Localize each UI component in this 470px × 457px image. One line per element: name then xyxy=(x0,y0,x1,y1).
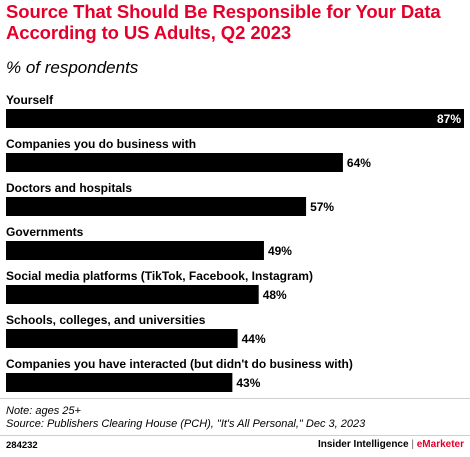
category-label: Companies you do business with xyxy=(6,137,196,151)
brand-separator: | xyxy=(411,439,414,450)
brand-logo: Insider Intelligence | eMarketer xyxy=(318,439,464,450)
footer-divider-bottom xyxy=(0,435,470,436)
category-label: Doctors and hospitals xyxy=(6,181,132,195)
category-label: Governments xyxy=(6,225,84,239)
footer-divider xyxy=(0,398,470,399)
bar-chart: Yourself 87% Companies you do business wit… xyxy=(6,93,464,392)
category-label: Yourself xyxy=(6,93,54,107)
brand-primary: Insider Intelligence xyxy=(317,439,409,450)
bar xyxy=(6,373,233,392)
value-label: 87% xyxy=(437,112,461,126)
bar xyxy=(6,329,238,348)
chart-title: Source That Should Be Responsible for Yo… xyxy=(6,1,441,43)
bar xyxy=(6,241,264,260)
value-label: 64% xyxy=(347,156,371,170)
bar xyxy=(6,197,307,216)
brand-secondary: eMarketer xyxy=(416,439,464,450)
value-label: 48% xyxy=(263,288,287,302)
bar xyxy=(6,285,259,304)
bar xyxy=(6,153,343,172)
value-label: 44% xyxy=(242,332,266,346)
value-label: 43% xyxy=(236,376,260,390)
category-label: Social media platforms (TikTok, Facebook… xyxy=(6,269,313,283)
bar xyxy=(6,109,464,128)
value-label: 57% xyxy=(310,200,334,214)
category-label: Companies you have interacted (but didn'… xyxy=(6,357,353,371)
chart-id: 284232 xyxy=(6,440,38,451)
chart-source: Source: Publishers Clearing House (PCH),… xyxy=(6,418,366,430)
chart-subtitle: % of respondents xyxy=(6,58,139,77)
category-label: Schools, colleges, and universities xyxy=(6,313,206,327)
value-label: 49% xyxy=(268,244,292,258)
chart-note: Note: ages 25+ xyxy=(6,405,81,417)
